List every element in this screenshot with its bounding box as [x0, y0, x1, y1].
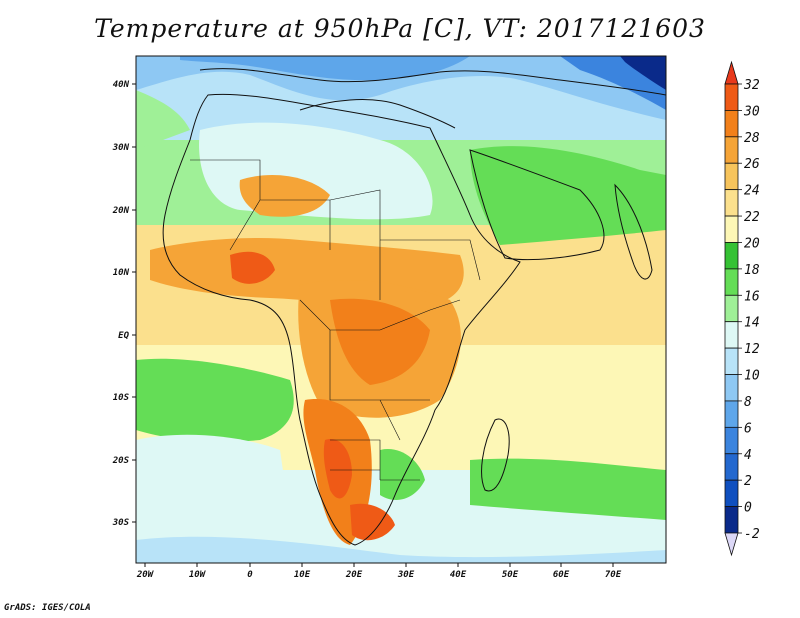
field-south-blue	[136, 536, 666, 563]
lat-tick-label: 10N	[113, 268, 130, 278]
colorbar-top-arrow	[724, 60, 739, 85]
lon-tick-label: 10W	[189, 570, 207, 580]
colorbar-segment	[724, 479, 739, 507]
colorbar-label: 10	[744, 369, 760, 384]
lon-tick-label: 70E	[605, 570, 622, 580]
lon-tick-label: 30E	[397, 570, 415, 580]
colorbar-label: 20	[744, 236, 760, 251]
field-namibia-hot	[323, 439, 352, 499]
colorbar-label: 30	[743, 104, 760, 119]
lat-tick-label: 30S	[112, 518, 130, 528]
field-sahel-warm	[239, 175, 330, 217]
field-atlantic-north	[136, 90, 190, 150]
mediterranean-coastline	[299, 99, 456, 129]
field-ne-coldest	[620, 56, 666, 90]
colorbar-segment	[724, 506, 739, 534]
lon-tick-label: 0	[247, 570, 253, 580]
colorbar-segment	[724, 321, 739, 349]
field-south-cape-hot	[350, 503, 395, 541]
colorbar-segment	[724, 374, 739, 402]
colorbar-label: 0	[744, 501, 752, 516]
colorbar-segment	[724, 400, 739, 428]
field-atlantic-green	[136, 358, 294, 442]
lat-tick-label: 40N	[113, 80, 130, 90]
lon-tick-label: 20E	[345, 570, 363, 580]
colorbar-label: 4	[744, 448, 752, 463]
colorbar-label: 32	[743, 78, 760, 93]
lat-tick-label: 20S	[112, 456, 130, 466]
colorbar-segment	[724, 215, 739, 243]
colorbar-label: 6	[744, 421, 752, 436]
colorbar-bottom-arrow	[724, 532, 739, 557]
colorbar-label: -2	[744, 527, 760, 542]
map-frame	[135, 55, 667, 564]
colorbar-label: 14	[744, 316, 760, 331]
colorbar-segment	[724, 294, 739, 323]
coastlines	[162, 68, 666, 546]
colorbar-segment	[724, 242, 739, 270]
colorbar-segment	[724, 268, 739, 296]
arabia-coastline	[469, 149, 605, 261]
lon-tick-label: 10E	[294, 570, 311, 580]
india-coastline	[614, 183, 653, 280]
lat-tick-label: EQ	[118, 331, 129, 341]
colorbar-label: 26	[744, 157, 760, 172]
lon-tick-label: 40E	[450, 570, 467, 580]
colorbar-segment	[724, 453, 739, 481]
lat-tick-label: 20N	[112, 206, 130, 216]
colorbar-segment	[724, 162, 739, 191]
colorbar-label: 2	[744, 474, 752, 489]
country-borders	[190, 159, 481, 481]
longitude-axis: 20W 10W 0 10E 20E 30E 40E 50E 60E 70E	[136, 563, 622, 580]
latitude-axis: 40N 30N 20N 10N EQ 10S 20S 30S	[112, 80, 136, 528]
field-atlantic-pale	[136, 434, 290, 542]
credit-text: GrADS: IGES/COLA	[4, 603, 91, 613]
map-figure: 40N 30N 20N 10N EQ 10S 20S 30S 20W 10W 0 10E 20E 30E…	[112, 55, 760, 580]
colorbar-label: 18	[744, 263, 760, 278]
colorbar-segment	[724, 426, 739, 455]
colorbar-label: 24	[744, 184, 760, 199]
lon-tick-label: 20W	[136, 570, 155, 580]
madagascar-coastline	[481, 418, 510, 492]
colorbar-segment	[724, 347, 739, 375]
colorbar-label: 8	[744, 395, 752, 410]
lat-tick-label: 10S	[113, 393, 130, 403]
africa-coastline	[162, 93, 521, 546]
field-southeast-green	[380, 449, 425, 500]
colorbar-label: 12	[744, 342, 760, 357]
field-indian-green	[470, 458, 666, 520]
colorbar-label: 28	[744, 131, 760, 146]
lon-tick-label: 50E	[502, 570, 519, 580]
field-west-africa-hot	[230, 251, 275, 284]
colorbar-segment	[724, 110, 739, 138]
colorbar-label: 22	[744, 210, 760, 225]
europe-coastline	[199, 68, 666, 96]
colorbar-segment	[724, 83, 739, 111]
colorbar-segment	[724, 136, 739, 164]
lat-tick-label: 30N	[112, 143, 130, 153]
temperature-field	[136, 56, 666, 563]
field-arabia-green	[470, 146, 666, 245]
field-north-colder	[180, 56, 470, 81]
lon-tick-label: 60E	[553, 570, 570, 580]
chart-title: Temperature at 950hPa [C], VT: 201712160…	[94, 14, 706, 43]
colorbar-label: 16	[744, 289, 760, 304]
colorbar-segment	[724, 189, 739, 217]
